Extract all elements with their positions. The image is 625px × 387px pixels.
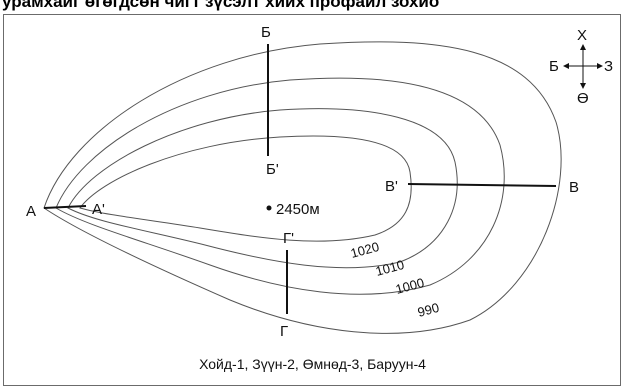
summit-point	[266, 205, 272, 211]
figure-frame	[3, 14, 621, 386]
profile-g-end-label: Г'	[283, 230, 294, 247]
profile-a-end-label: А'	[92, 201, 105, 218]
summit-label: 2450м	[276, 201, 320, 218]
contour-label-1010: 1010	[374, 257, 406, 279]
caption: Хойд-1, Зүүн-2, Өмнөд-3, Баруун-4	[199, 356, 426, 372]
profile-g-start-label: Г	[280, 323, 288, 340]
compass-south-label: Ө	[577, 90, 589, 107]
compass-rose: Х З Ө Б	[549, 27, 613, 107]
profile-v-start-label: В	[569, 179, 579, 196]
profile-b-start-label: Б	[261, 24, 271, 41]
compass-west-label: Б	[549, 58, 559, 75]
contour-label-990: 990	[416, 300, 441, 320]
profile-b-end-label: Б'	[266, 161, 279, 178]
profile-a-start-label: А	[26, 203, 36, 220]
compass-east-label: З	[604, 58, 613, 75]
header-text: урамхайг өгөгдсөн чигт зүсэлт хийх профа…	[2, 0, 440, 11]
profile-line-a	[43, 205, 87, 209]
compass-north-label: Х	[577, 27, 587, 44]
arrow-west-icon	[563, 63, 569, 69]
contour-label-1020: 1020	[349, 239, 381, 261]
profile-v-end-label: В'	[385, 178, 398, 195]
contour-1000	[55, 77, 505, 295]
profile-line-v	[407, 183, 557, 187]
arrow-east-icon	[597, 63, 603, 69]
arrow-south-icon	[580, 83, 586, 89]
cropped-header: урамхайг өгөгдсөн чигт зүсэлт хийх профа…	[0, 0, 625, 14]
contour-1010	[67, 108, 458, 269]
arrow-north-icon	[580, 44, 586, 50]
contour-1020	[79, 135, 412, 242]
contour-990	[43, 41, 562, 334]
contour-label-1000: 1000	[394, 275, 426, 297]
